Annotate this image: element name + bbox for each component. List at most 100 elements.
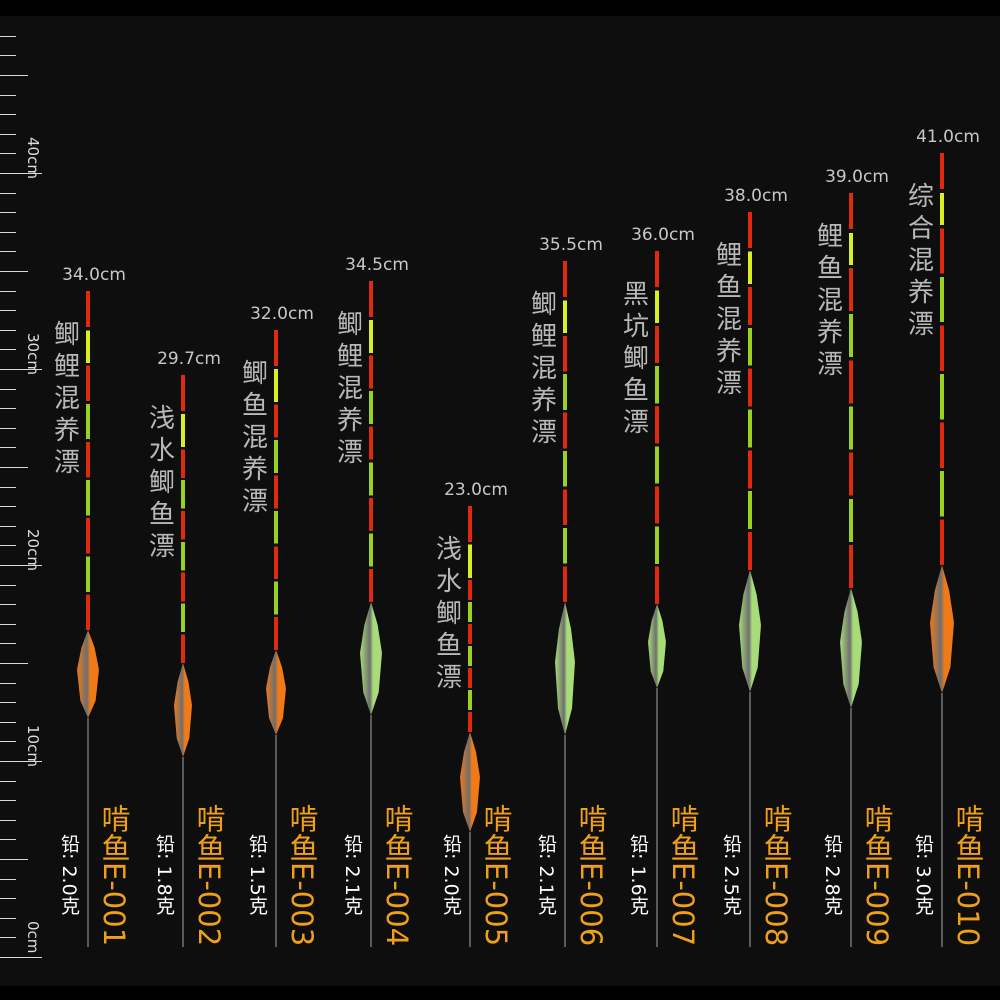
float-tail (564, 735, 566, 947)
float-name: 黑坑鲫鱼漂 (622, 280, 649, 439)
lead-weight-label: 铅: 2.1克 (535, 834, 557, 915)
float-name: 鲤鱼混养漂 (715, 241, 742, 400)
ruler-tick (0, 506, 16, 508)
ruler-tick (0, 447, 16, 449)
ruler-tick (0, 75, 28, 76)
ruler-tick (0, 957, 42, 958)
float-antenna (563, 261, 567, 602)
float-antenna (940, 153, 944, 565)
ruler-tick (0, 878, 16, 880)
lead-weight-label: 铅: 3.0克 (912, 834, 934, 915)
float-tail (87, 718, 89, 947)
length-label: 35.5cm (539, 235, 603, 256)
ruler-tick (0, 192, 16, 194)
ruler-tick (0, 819, 16, 821)
length-label: 39.0cm (825, 166, 889, 187)
lead-weight-label: 铅: 2.0克 (58, 834, 80, 915)
lead-weight-label: 铅: 1.6克 (627, 834, 649, 915)
lead-weight-label: 铅: 2.1克 (341, 834, 363, 915)
ruler-tick (0, 271, 28, 272)
length-label: 32.0cm (250, 303, 314, 324)
ruler-tick (0, 329, 16, 331)
float-antenna (369, 280, 373, 602)
ruler-label: 20cm (24, 529, 42, 571)
ruler-tick (0, 643, 16, 645)
length-label: 36.0cm (631, 225, 695, 246)
ruler-tick (0, 94, 16, 96)
float-name: 鲫鲤混养漂 (530, 290, 557, 449)
float-name: 鲫鲤混养漂 (53, 319, 80, 478)
float-name: 综合混养漂 (907, 182, 934, 341)
length-label: 34.5cm (345, 254, 409, 275)
float-tail (749, 692, 751, 947)
ruler-tick (0, 486, 16, 488)
float-name: 鲫鲤混养漂 (336, 309, 363, 468)
float-tail (182, 757, 184, 947)
model-label: 啃鱼E-003 (285, 804, 319, 947)
ruler-tick (0, 937, 16, 939)
ruler-label: 30cm (24, 333, 42, 375)
ruler-tick (0, 310, 16, 312)
model-label: 啃鱼E-007 (666, 804, 700, 947)
ruler-label: 10cm (24, 725, 42, 767)
length-label: 38.0cm (724, 186, 788, 207)
model-label: 啃鱼E-009 (860, 804, 894, 947)
float-tail (656, 688, 658, 947)
float-antenna (748, 212, 752, 570)
ruler-tick (0, 584, 16, 586)
float-body (648, 604, 666, 688)
ruler-tick (0, 349, 16, 351)
float-name: 鲤鱼混养漂 (816, 221, 843, 380)
float-name: 浅水鲫鱼漂 (148, 403, 175, 562)
float-antenna (849, 192, 853, 588)
ruler-tick (0, 565, 42, 566)
length-label: 34.0cm (62, 264, 126, 285)
ruler-tick (0, 663, 28, 664)
float-body (174, 663, 192, 757)
ruler-tick (0, 369, 42, 370)
float-body (360, 602, 382, 715)
float-body (840, 588, 862, 708)
ruler-label: 0cm (24, 921, 42, 954)
ruler-tick (0, 427, 16, 429)
ruler-tick (0, 212, 16, 214)
float-antenna (655, 251, 659, 604)
lead-weight-label: 铅: 1.8克 (153, 834, 175, 915)
ruler-tick (0, 721, 16, 723)
model-label: 啃鱼E-006 (574, 804, 608, 947)
float-tail (850, 708, 852, 947)
ruler-tick (0, 604, 16, 606)
ruler-tick (0, 408, 16, 410)
lead-weight-label: 铅: 2.8克 (821, 834, 843, 915)
ruler-tick (0, 114, 16, 116)
float-body (77, 630, 99, 718)
ruler-tick (0, 682, 16, 684)
ruler-tick (0, 839, 16, 841)
float-tail (469, 832, 471, 947)
length-label: 29.7cm (157, 348, 221, 369)
model-label: 啃鱼E-002 (192, 804, 226, 947)
lead-weight-label: 铅: 2.5克 (720, 834, 742, 915)
model-label: 啃鱼E-010 (951, 804, 985, 947)
float-body (460, 732, 480, 832)
float-body (739, 570, 761, 692)
ruler-tick (0, 153, 16, 155)
ruler-tick (0, 702, 16, 704)
ruler-tick (0, 388, 16, 390)
float-antenna (86, 290, 90, 630)
ruler-tick (0, 898, 16, 900)
float-tail (370, 715, 372, 947)
ruler-tick (0, 55, 16, 57)
lead-weight-label: 铅: 1.5克 (246, 834, 268, 915)
ruler-tick (0, 35, 16, 37)
ruler-tick (0, 741, 16, 743)
float-body (930, 565, 954, 693)
float-body (266, 650, 286, 735)
model-label: 啃鱼E-008 (759, 804, 793, 947)
ruler-tick (0, 173, 42, 174)
float-body (555, 602, 575, 735)
ruler-tick (0, 290, 16, 292)
length-label: 41.0cm (916, 127, 980, 148)
ruler-tick (0, 917, 16, 919)
